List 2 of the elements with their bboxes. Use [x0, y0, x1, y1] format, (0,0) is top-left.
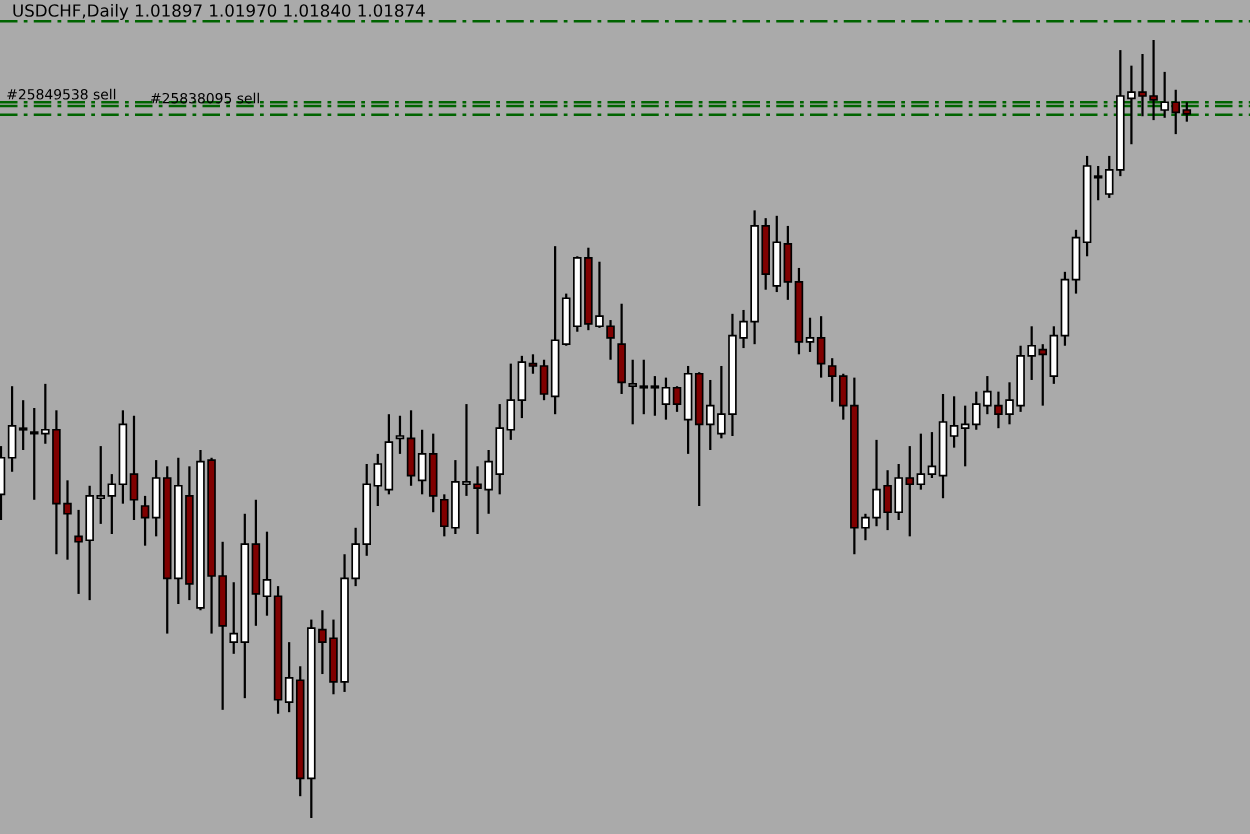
chart-title: USDCHF,Daily 1.01897 1.01970 1.01840 1.01874: [13, 3, 425, 21]
candlestick: [617, 302, 626, 396]
